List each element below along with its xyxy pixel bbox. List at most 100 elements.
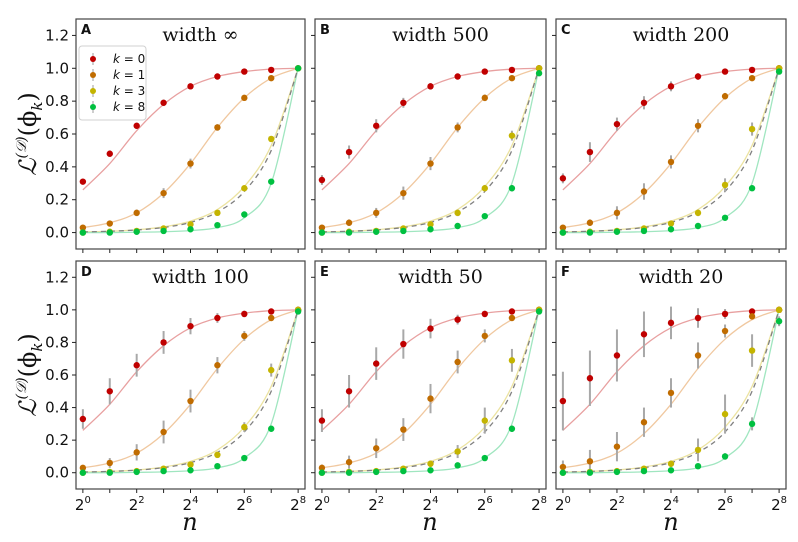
- data-point-k1: [613, 209, 621, 217]
- legend-label: k = 3: [113, 84, 145, 98]
- x-tick-exp: 6: [486, 495, 492, 506]
- x-tick-label: 28: [771, 495, 787, 514]
- theory-curve-k3: [82, 309, 299, 473]
- data-point-k0: [508, 308, 516, 315]
- data-point-k8: [508, 425, 516, 432]
- panel-title: width 100: [152, 266, 249, 288]
- data-point-k3: [748, 347, 756, 354]
- data-point-k8: [400, 467, 407, 475]
- data-point-k0: [481, 310, 488, 318]
- data-point-k8: [748, 185, 756, 192]
- data-point-k8: [268, 178, 275, 185]
- data-point-k8: [640, 467, 648, 475]
- panel-f: 20 22 24 26 28F width 20: [552, 260, 787, 514]
- data-point-k0: [748, 308, 756, 315]
- panel-letter: C: [561, 23, 571, 38]
- y-tick-label: 1.2: [45, 26, 69, 44]
- data-point-k8: [454, 462, 461, 469]
- data-point-k0: [160, 339, 167, 346]
- x-tick-label: 22: [609, 495, 625, 514]
- data-point-k1: [79, 464, 87, 472]
- ylabel-arg: (ϕ: [14, 111, 42, 137]
- svg-text:ℒ(𝒟)(ϕk): ℒ(𝒟)(ϕk): [14, 92, 46, 176]
- x-tick-exp: 6: [727, 495, 733, 506]
- data-point-k1: [268, 314, 275, 322]
- data-point-k0: [79, 415, 87, 423]
- data-point-k1: [241, 94, 248, 102]
- x-tick-exp: 8: [541, 495, 547, 506]
- data-point-k1: [427, 395, 434, 402]
- y-tick-label: 0.4: [45, 399, 69, 417]
- ylabel-sub: k: [28, 343, 46, 352]
- data-point-k8: [133, 468, 140, 476]
- y-tick-label: 0.2: [45, 431, 69, 449]
- x-tick-base: 2: [609, 496, 619, 514]
- data-point-k0: [318, 417, 326, 424]
- data-point-k3: [214, 209, 221, 217]
- data-point-k0: [187, 322, 194, 330]
- x-tick-exp: 0: [84, 495, 90, 506]
- data-point-k8: [613, 468, 621, 476]
- x-axis-label: n: [182, 508, 197, 536]
- data-point-k1: [400, 426, 407, 433]
- panel-d: 0.00.20.40.60.81.01.220 22 24 26 28D width 10…: [45, 260, 306, 514]
- x-tick-base: 2: [477, 496, 487, 514]
- data-point-k0: [454, 73, 461, 80]
- data-point-k1: [508, 314, 516, 322]
- ylabel-close: ): [14, 333, 42, 342]
- legend-eq: = 0: [120, 52, 145, 66]
- x-axis-label: n: [663, 508, 678, 536]
- x-tick-label: 22: [368, 495, 384, 514]
- y-tick-label: 0.0: [45, 224, 69, 242]
- data-point-k1: [400, 189, 407, 197]
- data-point-k0: [454, 316, 461, 323]
- data-point-k0: [694, 314, 702, 322]
- data-point-k0: [187, 83, 194, 90]
- data-point-k0: [268, 66, 275, 74]
- data-point-k0: [133, 122, 140, 129]
- data-point-k1: [481, 94, 488, 102]
- data-point-k0: [613, 120, 621, 128]
- data-point-k8: [160, 227, 167, 235]
- data-point-k0: [400, 99, 407, 106]
- legend-marker: [90, 104, 96, 110]
- data-point-k0: [586, 375, 594, 382]
- data-point-k8: [106, 469, 113, 476]
- x-tick-base: 2: [555, 496, 565, 514]
- data-point-k0: [268, 308, 275, 315]
- data-point-k0: [721, 68, 729, 75]
- ylabel-close: ): [14, 92, 42, 101]
- data-point-k0: [79, 178, 87, 185]
- data-point-k8: [694, 463, 702, 470]
- data-point-k1: [160, 189, 167, 197]
- panel-title: width ∞: [162, 24, 238, 46]
- legend-eq: = 3: [120, 84, 145, 98]
- data-point-k3: [187, 221, 194, 228]
- data-point-k8: [667, 226, 675, 233]
- data-point-k0: [214, 73, 221, 80]
- data-point-k0: [559, 175, 567, 182]
- ylabel-sub: k: [28, 102, 46, 111]
- data-point-k1: [586, 458, 594, 465]
- legend-box: [78, 45, 147, 121]
- data-point-k1: [454, 124, 461, 131]
- data-point-k3: [454, 448, 461, 455]
- data-point-k8: [187, 226, 194, 233]
- data-point-k0: [160, 99, 167, 106]
- data-point-k1: [318, 224, 326, 231]
- x-tick-exp: 8: [781, 495, 787, 506]
- ylabel-main: ℒ: [14, 158, 42, 176]
- data-point-k8: [586, 469, 594, 476]
- x-tick-exp: 4: [673, 495, 679, 506]
- x-tick-label: 26: [236, 495, 252, 514]
- data-point-k0: [345, 388, 353, 395]
- plot-area: [315, 261, 546, 489]
- ylabel-arg: (ϕ: [14, 352, 42, 378]
- y-tick-label: 1.0: [45, 59, 69, 77]
- x-tick-exp: 8: [300, 495, 306, 506]
- data-point-k1: [721, 93, 729, 100]
- data-point-k0: [694, 73, 702, 80]
- ylabel-sup: (𝒟): [14, 136, 30, 158]
- data-point-k8: [318, 469, 326, 476]
- y-tick-label: 0.2: [45, 191, 69, 209]
